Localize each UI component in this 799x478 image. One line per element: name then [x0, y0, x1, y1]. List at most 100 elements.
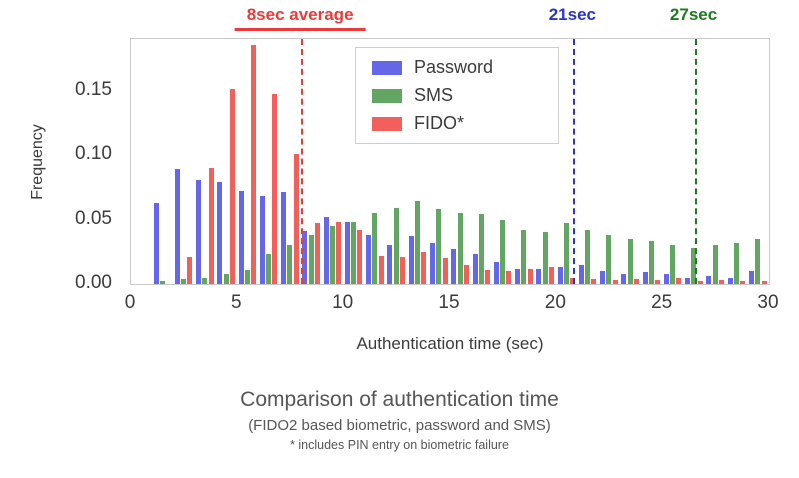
bar-password [749, 271, 754, 284]
bar-password [472, 254, 478, 284]
bar-fido [485, 269, 491, 284]
bar-password [408, 236, 414, 284]
legend-swatch-fido [372, 116, 402, 131]
bar-fido [740, 281, 746, 284]
bar-fido [314, 223, 320, 284]
bar-sms [244, 269, 250, 284]
bar-sms [521, 229, 527, 284]
bar-fido [612, 280, 618, 284]
bar-sms [287, 245, 293, 284]
bar-sms [181, 278, 187, 284]
bar-password [366, 235, 372, 284]
bar-fido [251, 45, 257, 284]
caption-footnote: * includes PIN entry on biometric failur… [290, 438, 509, 452]
bar-fido [697, 281, 703, 284]
x-tick-label: 20 [544, 292, 566, 313]
x-axis-title: Authentication time (sec) [356, 334, 544, 353]
bar-sms [563, 223, 569, 284]
x-tick-label: 30 [757, 292, 779, 313]
bar-sms [308, 235, 314, 284]
caption-title: Comparison of authentication time [240, 388, 559, 411]
x-tick-label: 0 [124, 292, 136, 313]
bar-password [642, 272, 648, 284]
y-tick-label: 0.00 [75, 272, 112, 293]
bar-sms [478, 214, 484, 284]
bar-sms [606, 235, 612, 284]
y-axis-ticks: 0.00 0.05 0.10 0.15 [0, 38, 120, 293]
bar-fido [442, 258, 448, 284]
bar-password [430, 242, 435, 284]
annotation-label-1: 21sec [548, 5, 596, 24]
bar-sms [691, 247, 697, 284]
bar-fido [421, 251, 427, 284]
bar-password [727, 277, 733, 284]
bar-fido [633, 278, 639, 284]
bar-password [302, 231, 308, 284]
bar-password [259, 196, 265, 284]
x-tick-label: 15 [438, 292, 460, 313]
bar-sms [627, 238, 633, 284]
bar-fido [272, 94, 278, 284]
x-tick-label: 5 [231, 292, 242, 313]
bar-sms [372, 213, 378, 284]
y-tick-label: 0.10 [75, 143, 112, 165]
bar-sms [585, 229, 591, 284]
y-tick-label: 0.05 [75, 207, 112, 229]
annotation-labels: 8sec average 21sec 27sec [130, 5, 770, 35]
bar-fido [463, 264, 469, 284]
bar-password [685, 277, 691, 284]
legend-swatch-sms [372, 88, 402, 103]
caption: Comparison of authentication time (FIDO2… [0, 388, 799, 452]
bar-password [281, 192, 287, 284]
bar-sms [223, 273, 229, 284]
bar-fido [187, 256, 193, 284]
bar-fido [357, 229, 363, 284]
bar-sms [266, 254, 272, 284]
bar-sms [329, 225, 335, 284]
caption-subtitle: (FIDO2 based biometric, password and SMS… [248, 417, 551, 434]
bar-fido [506, 271, 512, 284]
bar-password [217, 182, 223, 284]
bar-password [323, 216, 329, 284]
legend-item-fido: FIDO* [372, 113, 542, 134]
bar-sms [393, 207, 399, 284]
annotation-line-1 [573, 39, 576, 284]
bar-fido [761, 281, 767, 284]
bar-sms [755, 238, 761, 284]
bar-fido [676, 277, 682, 284]
bar-fido [548, 267, 554, 284]
bar-sms [670, 245, 676, 284]
legend: Password SMS FIDO* [355, 47, 559, 144]
legend-item-password: Password [372, 57, 542, 78]
y-tick-label: 0.15 [75, 78, 112, 100]
bar-sms [436, 209, 442, 284]
x-tick-label: 25 [651, 292, 673, 313]
bar-fido [570, 277, 576, 284]
bar-sms [648, 241, 654, 284]
bar-password [153, 202, 159, 284]
annotation-label-0: 8sec average [234, 5, 366, 31]
bar-password [344, 222, 350, 284]
legend-label-fido: FIDO* [414, 113, 465, 133]
bar-password [238, 191, 244, 284]
bar-sms [500, 219, 506, 284]
bar-fido [655, 280, 661, 284]
bar-sms [734, 242, 739, 284]
bar-fido [208, 167, 214, 284]
bar-fido [336, 222, 342, 284]
bar-password [663, 273, 669, 284]
legend-swatch-password [372, 60, 402, 75]
annotation-label-2: 27sec [669, 5, 718, 24]
legend-item-sms: SMS [372, 85, 542, 106]
bar-fido [378, 255, 384, 284]
bar-sms [542, 232, 548, 284]
bar-sms [351, 222, 357, 284]
bar-password [536, 268, 542, 284]
bar-password [174, 169, 180, 284]
bar-fido [293, 153, 299, 284]
legend-label-password: Password [414, 57, 494, 77]
x-tick-label: 10 [332, 292, 354, 313]
bar-password [578, 264, 584, 284]
x-axis-ticks: 0 5 10 15 20 25 30 [125, 292, 779, 318]
